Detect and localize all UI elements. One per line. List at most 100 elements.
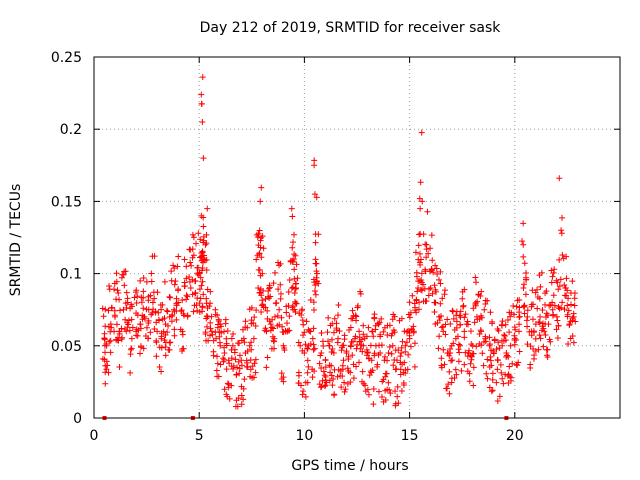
data-point xyxy=(296,369,302,375)
data-point xyxy=(261,245,267,251)
data-point xyxy=(215,361,221,367)
data-point xyxy=(200,249,206,255)
data-point xyxy=(571,311,577,317)
data-point xyxy=(182,257,188,263)
points-layer xyxy=(100,74,579,420)
data-point xyxy=(318,330,324,336)
data-point xyxy=(341,380,347,386)
data-point xyxy=(180,332,186,338)
data-point xyxy=(237,352,243,358)
data-point xyxy=(313,261,319,267)
data-point xyxy=(295,275,301,281)
data-point xyxy=(423,298,429,304)
data-point xyxy=(543,332,549,338)
data-point xyxy=(128,351,134,357)
data-point xyxy=(417,206,423,212)
data-point xyxy=(463,311,469,317)
data-point xyxy=(153,353,159,359)
data-point xyxy=(350,308,356,314)
data-point xyxy=(414,270,420,276)
data-point xyxy=(459,296,465,302)
data-point xyxy=(429,257,435,263)
data-point xyxy=(256,267,262,273)
y-tick-label: 0.25 xyxy=(51,50,82,66)
data-point xyxy=(489,319,495,325)
data-point xyxy=(168,268,174,274)
data-point xyxy=(335,312,341,318)
data-point xyxy=(116,364,122,370)
data-point xyxy=(458,368,464,374)
data-point xyxy=(457,343,463,349)
data-point xyxy=(572,319,578,325)
data-point xyxy=(457,322,463,328)
data-point xyxy=(165,347,171,353)
plot-frame xyxy=(94,57,620,418)
data-point xyxy=(398,350,404,356)
data-point xyxy=(506,363,512,369)
data-point xyxy=(394,394,400,400)
data-point xyxy=(272,314,278,320)
data-point xyxy=(111,286,117,292)
data-point xyxy=(447,350,453,356)
data-point xyxy=(172,278,178,284)
data-point xyxy=(208,325,214,331)
data-point xyxy=(561,306,567,312)
data-point xyxy=(242,318,248,324)
chart-title: Day 212 of 2019, SRMTID for receiver sas… xyxy=(200,20,502,36)
data-point xyxy=(171,326,177,332)
data-point xyxy=(326,343,332,349)
data-point xyxy=(194,308,200,314)
data-point xyxy=(517,314,523,320)
data-point xyxy=(461,303,467,309)
data-point xyxy=(211,353,217,359)
data-point xyxy=(158,368,164,374)
y-tick-label: 0.2 xyxy=(60,122,82,138)
data-point xyxy=(405,352,411,358)
data-point xyxy=(449,308,455,314)
data-point xyxy=(291,232,297,238)
data-point xyxy=(558,227,564,233)
data-point xyxy=(293,300,299,306)
data-point xyxy=(340,357,346,363)
data-point xyxy=(516,321,522,327)
data-point xyxy=(265,355,271,361)
data-point xyxy=(390,343,396,349)
data-point xyxy=(127,370,133,376)
data-point xyxy=(312,346,318,352)
data-point xyxy=(520,220,526,226)
data-point xyxy=(537,314,543,320)
data-point xyxy=(186,246,192,252)
data-point xyxy=(385,380,391,386)
data-point xyxy=(317,361,323,367)
data-point xyxy=(241,376,247,382)
x-axis-label: GPS time / hours xyxy=(291,458,408,474)
data-point xyxy=(151,296,157,302)
data-point xyxy=(167,340,173,346)
data-point xyxy=(536,347,542,353)
data-point xyxy=(437,280,443,286)
data-point xyxy=(300,322,306,328)
data-point xyxy=(366,392,372,398)
x-tick-label: 20 xyxy=(506,428,524,444)
data-point xyxy=(325,315,331,321)
data-point xyxy=(440,347,446,353)
data-point xyxy=(163,352,169,358)
data-point xyxy=(257,227,263,233)
data-point xyxy=(284,320,290,326)
data-point xyxy=(263,364,269,370)
data-point xyxy=(419,130,425,136)
data-point xyxy=(101,313,107,319)
data-point xyxy=(224,366,230,372)
data-point xyxy=(230,366,236,372)
data-point xyxy=(217,340,223,346)
data-point xyxy=(165,308,171,314)
data-point xyxy=(271,339,277,345)
data-point xyxy=(230,331,236,337)
data-point xyxy=(286,289,292,295)
data-point xyxy=(283,310,289,316)
data-point xyxy=(322,357,328,363)
data-point xyxy=(306,328,312,334)
data-point xyxy=(404,339,410,345)
data-point xyxy=(164,308,170,314)
data-point xyxy=(514,362,520,368)
